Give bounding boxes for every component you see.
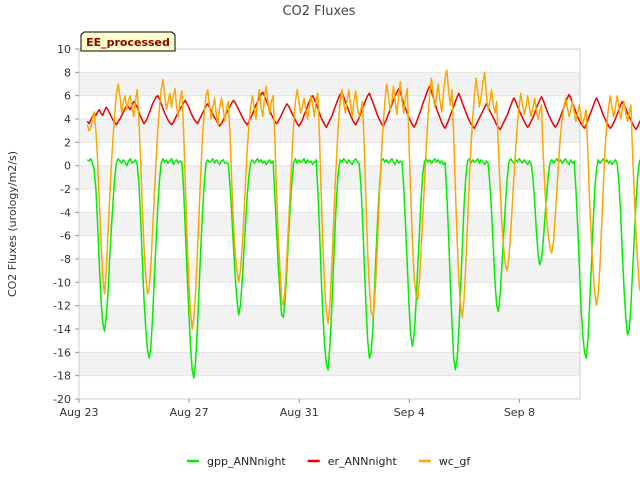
y-tick-label: -10 — [53, 276, 71, 289]
chart-title: CO2 Fluxes — [282, 4, 355, 19]
y-tick-label: 0 — [64, 160, 71, 173]
grid-band — [79, 305, 580, 329]
y-tick-label: -8 — [60, 253, 71, 266]
processed-badge: EE_processed — [80, 31, 176, 52]
series-line-wc_gf — [86, 69, 640, 330]
y-tick-label: -4 — [60, 206, 71, 219]
y-tick-label: -12 — [53, 300, 71, 313]
y-tick-label: -6 — [60, 230, 71, 243]
legend-label-wc_gf: wc_gf — [439, 455, 472, 468]
x-tick-label: Sep 8 — [504, 406, 535, 419]
grid-band — [79, 259, 580, 283]
grid-band — [79, 119, 580, 143]
badge-label: EE_processed — [86, 36, 170, 49]
y-tick-label: 10 — [57, 43, 71, 56]
legend-label-gpp_ANNnight: gpp_ANNnight — [207, 455, 286, 468]
series-line-gpp_ANNnight — [86, 157, 640, 379]
x-tick-label: Aug 23 — [60, 406, 99, 419]
grid-band — [79, 72, 580, 96]
plot-area — [78, 48, 581, 400]
badge-box — [80, 31, 176, 52]
y-tick-label: -2 — [60, 183, 71, 196]
legend-label-er_ANNnight: er_ANNnight — [328, 455, 398, 468]
x-tick-label: Aug 31 — [280, 406, 319, 419]
series-layer — [86, 69, 640, 379]
y-tick-label: -14 — [53, 323, 71, 336]
x-tick-label: Aug 27 — [170, 406, 209, 419]
y-tick-label: -18 — [53, 370, 71, 383]
y-axis-label: CO2 Fluxes (urology/m2/s) — [6, 151, 19, 297]
y-tick-label: 8 — [64, 66, 71, 79]
legend: gpp_ANNnight er_ANNnight wc_gf — [187, 455, 471, 468]
y-tick-label: -20 — [53, 393, 71, 406]
y-tick-label: 6 — [64, 90, 71, 103]
x-tick-label: Sep 4 — [394, 406, 425, 419]
grid-band — [79, 212, 580, 236]
x-axis: Aug 23 Aug 27 Aug 31 Sep 4 Sep 8 — [60, 399, 535, 419]
y-tick-label: 2 — [64, 136, 71, 149]
y-tick-label: 4 — [64, 113, 71, 126]
y-tick-label: -16 — [53, 346, 71, 359]
